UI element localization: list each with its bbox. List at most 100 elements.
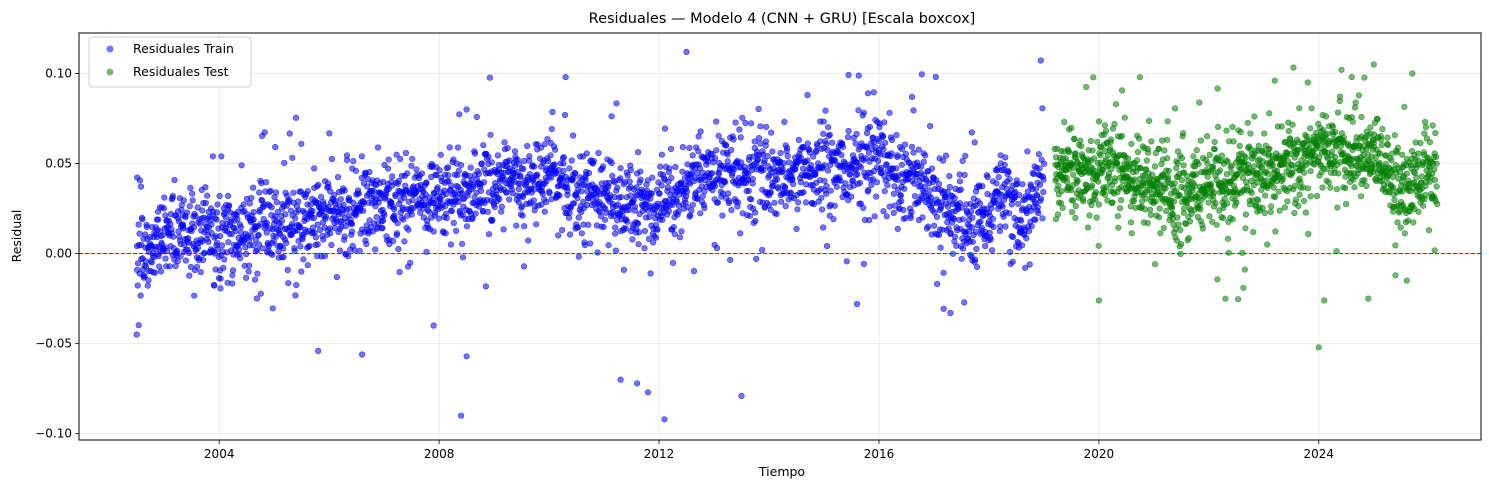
train-point (498, 208, 505, 215)
train-point (269, 251, 276, 258)
train-point (880, 208, 887, 215)
test-point (1242, 225, 1249, 232)
train-point (530, 197, 537, 204)
train-point (1023, 235, 1030, 242)
test-point (1069, 197, 1077, 204)
y-tick-label: −0.10 (35, 427, 72, 441)
train-point (583, 201, 591, 209)
train-point (725, 197, 733, 205)
train-point (256, 189, 263, 196)
train-point (728, 147, 735, 154)
train-point (758, 246, 766, 254)
train-point (888, 136, 896, 143)
train-point (238, 162, 245, 169)
test-point (1415, 150, 1422, 157)
train-point (804, 140, 811, 147)
train-point (827, 187, 834, 194)
train-point-outlier (430, 322, 437, 329)
train-points-layer (133, 48, 1048, 423)
train-point (543, 178, 550, 185)
train-point (820, 130, 827, 137)
test-point (1068, 208, 1076, 216)
test-point (1431, 166, 1438, 173)
train-point (343, 152, 351, 159)
train-point (448, 208, 455, 215)
train-point (724, 190, 732, 197)
train-point (575, 253, 582, 260)
y-axis-ticks: −0.10 −0.05 0.00 0.05 0.10 (35, 67, 79, 441)
train-point (373, 214, 380, 221)
train-point (855, 107, 862, 114)
test-point (1117, 197, 1125, 204)
train-point (491, 204, 498, 211)
train-point (581, 242, 588, 249)
train-point (1009, 258, 1016, 265)
chart-title: Residuales — Modelo 4 (CNN + GRU) [Escal… (589, 11, 976, 27)
train-point (517, 172, 524, 179)
y-tick-label: 0.10 (45, 67, 72, 81)
train-point (259, 245, 266, 252)
train-point (237, 255, 244, 262)
train-point (926, 122, 934, 130)
test-point (1206, 213, 1213, 220)
test-point (1295, 202, 1302, 209)
train-point-outlier (463, 353, 470, 360)
train-point (191, 292, 198, 299)
train-point (433, 172, 440, 179)
train-point (496, 196, 503, 203)
train-point (843, 258, 850, 265)
train-point (366, 168, 373, 176)
train-point (1018, 217, 1025, 224)
train-point (199, 207, 206, 214)
train-point (1040, 188, 1047, 196)
test-point (1193, 171, 1200, 178)
train-point (688, 170, 695, 177)
train-point (520, 263, 528, 270)
train-point (519, 212, 526, 219)
train-point (314, 241, 321, 248)
train-point (237, 224, 244, 231)
train-point (689, 201, 697, 208)
test-point (1171, 180, 1178, 187)
test-point (1190, 153, 1197, 160)
train-point (997, 223, 1004, 230)
test-point (1157, 230, 1164, 237)
test-point (1107, 136, 1115, 143)
train-point (893, 132, 900, 139)
train-point (853, 130, 860, 138)
train-point (269, 305, 276, 312)
train-point (469, 215, 476, 222)
train-point (760, 166, 767, 174)
test-point (1163, 207, 1170, 215)
train-point (676, 234, 684, 241)
train-point (177, 253, 184, 260)
train-point (248, 233, 255, 240)
train-point (442, 230, 449, 237)
test-point (1349, 118, 1356, 125)
test-point (1131, 176, 1138, 183)
train-point (459, 254, 467, 261)
test-point (1250, 163, 1257, 170)
train-point (283, 239, 290, 246)
train-point (902, 150, 910, 158)
train-point (668, 174, 675, 181)
train-point (548, 125, 555, 133)
train-point (374, 144, 382, 151)
test-point (1177, 250, 1184, 257)
train-point (214, 209, 221, 216)
train-point (611, 230, 619, 237)
test-point (1334, 109, 1342, 116)
train-point (350, 199, 357, 206)
test-point (1272, 228, 1279, 235)
train-point (229, 280, 236, 287)
test-point (1376, 150, 1383, 157)
train-point (538, 201, 545, 208)
train-point-outlier (315, 347, 322, 355)
test-point (1214, 123, 1222, 130)
test-point (1068, 124, 1075, 131)
train-point (152, 269, 159, 276)
train-point (566, 231, 574, 238)
train-point (251, 276, 259, 283)
test-point (1254, 197, 1262, 204)
train-point-outlier (853, 300, 861, 308)
